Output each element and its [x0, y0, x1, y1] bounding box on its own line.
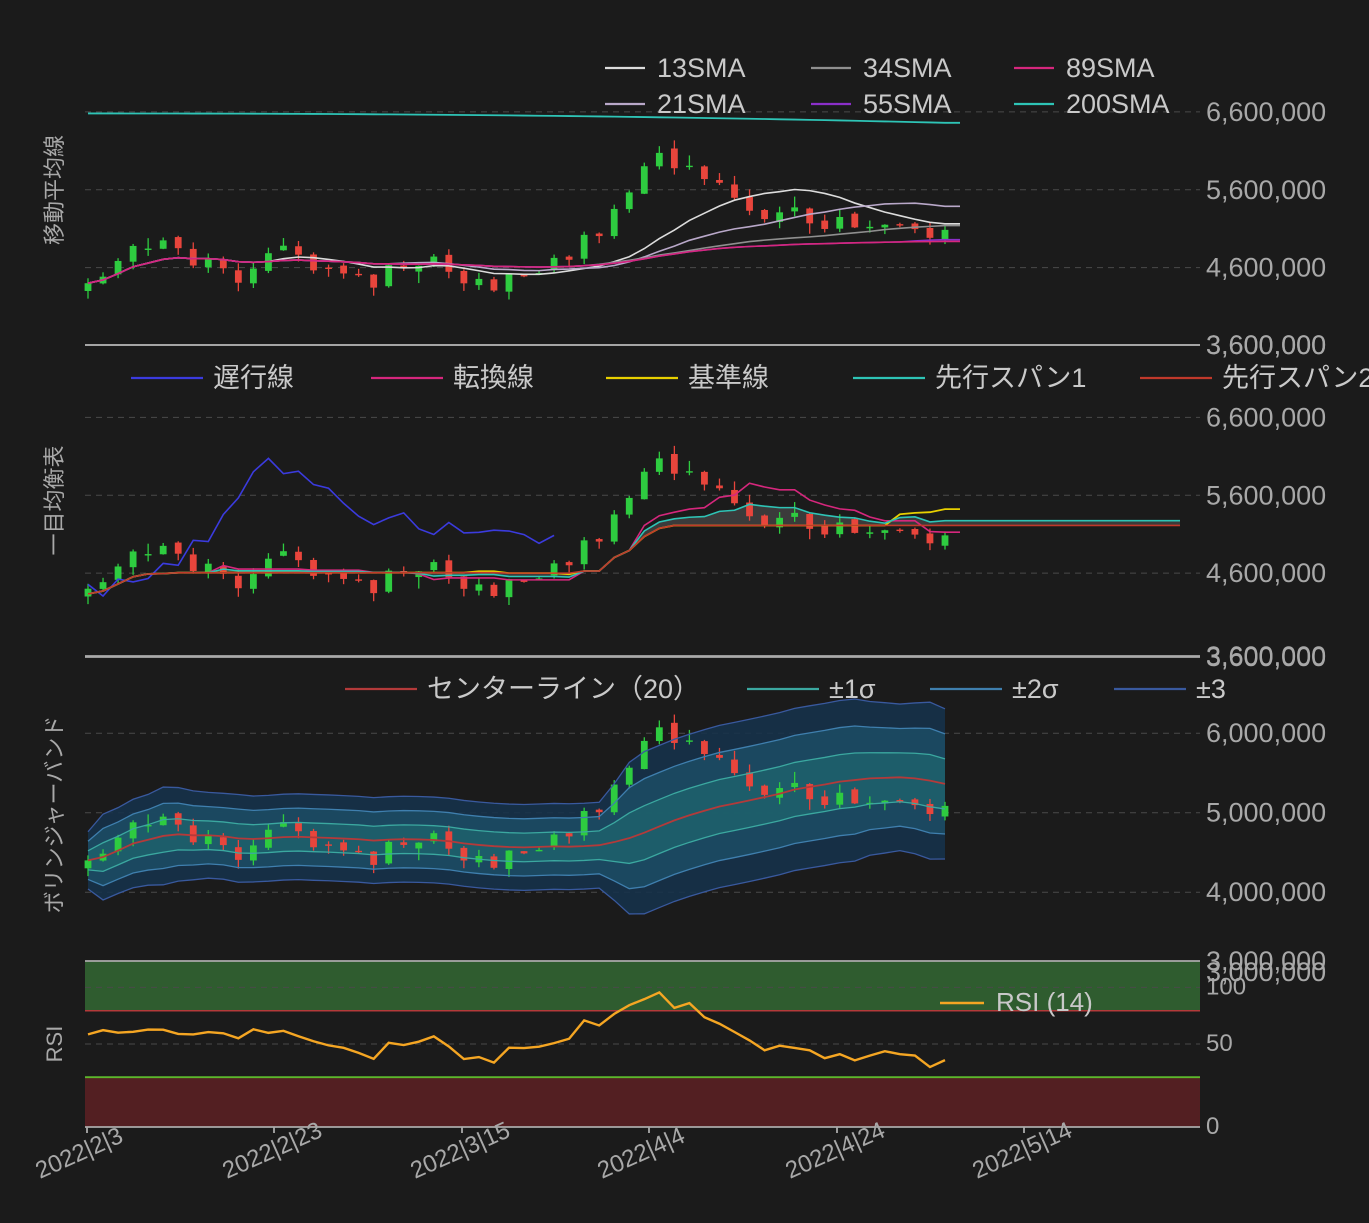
svg-text:6,000,000: 6,000,000: [1206, 718, 1326, 748]
svg-text:転換線: 転換線: [453, 363, 534, 393]
svg-text:13SMA: 13SMA: [657, 53, 746, 83]
svg-text:センターライン（20）: センターライン（20）: [427, 674, 700, 704]
svg-text:6,600,000: 6,600,000: [1206, 402, 1326, 432]
svg-text:RSI: RSI: [42, 1026, 67, 1063]
svg-text:4,600,000: 4,600,000: [1206, 558, 1326, 588]
svg-text:一目均衡表: 一目均衡表: [42, 445, 67, 555]
svg-text:先行スパン1: 先行スパン1: [935, 363, 1086, 393]
svg-text:5,600,000: 5,600,000: [1206, 480, 1326, 510]
svg-text:100: 100: [1206, 973, 1246, 1000]
svg-text:50: 50: [1206, 1030, 1233, 1057]
svg-text:3,000,000: 3,000,000: [1206, 946, 1326, 976]
svg-text:基準線: 基準線: [688, 363, 769, 393]
svg-text:移動平均線: 移動平均線: [42, 135, 67, 245]
svg-text:89SMA: 89SMA: [1066, 53, 1155, 83]
svg-text:先行スパン2: 先行スパン2: [1222, 363, 1369, 393]
svg-text:6,600,000: 6,600,000: [1206, 97, 1326, 127]
svg-text:4,000,000: 4,000,000: [1206, 877, 1326, 907]
svg-text:3,600,000: 3,600,000: [1206, 330, 1326, 360]
svg-text:55SMA: 55SMA: [863, 89, 952, 119]
svg-text:±1σ: ±1σ: [829, 674, 876, 704]
svg-text:0: 0: [1206, 1113, 1219, 1140]
svg-text:±2σ: ±2σ: [1012, 674, 1059, 704]
svg-text:21SMA: 21SMA: [657, 89, 746, 119]
svg-text:3,600,000: 3,600,000: [1206, 642, 1326, 672]
svg-text:±3: ±3: [1196, 674, 1226, 704]
svg-text:ボリンジャーバンド: ボリンジャーバンド: [42, 716, 67, 914]
svg-text:遅行線: 遅行線: [213, 363, 294, 393]
svg-text:RSI (14): RSI (14): [996, 987, 1093, 1017]
svg-text:5,600,000: 5,600,000: [1206, 175, 1326, 205]
svg-text:4,600,000: 4,600,000: [1206, 253, 1326, 283]
svg-text:34SMA: 34SMA: [863, 53, 952, 83]
svg-text:200SMA: 200SMA: [1066, 89, 1170, 119]
svg-text:5,000,000: 5,000,000: [1206, 798, 1326, 828]
